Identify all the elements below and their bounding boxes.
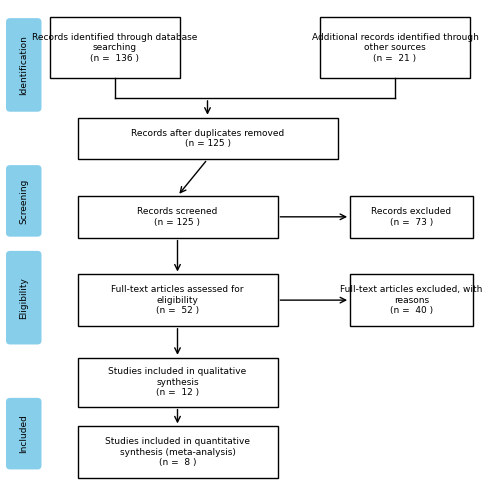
Text: Records identified through database
searching
(n =  136 ): Records identified through database sear…	[32, 33, 198, 63]
Text: Eligibility: Eligibility	[19, 277, 28, 318]
FancyBboxPatch shape	[6, 251, 42, 344]
Text: Additional records identified through
other sources
(n =  21 ): Additional records identified through ot…	[312, 33, 478, 63]
FancyBboxPatch shape	[6, 398, 42, 469]
Bar	[78, 358, 278, 407]
Text: Records after duplicates removed
(n = 125 ): Records after duplicates removed (n = 12…	[131, 129, 284, 148]
Bar	[350, 196, 472, 238]
Bar	[78, 426, 278, 478]
Text: Included: Included	[19, 414, 28, 453]
Text: Full-text articles excluded, with
reasons
(n =  40 ): Full-text articles excluded, with reason…	[340, 285, 482, 315]
Bar	[78, 274, 278, 326]
Bar	[320, 17, 470, 78]
Bar	[350, 274, 472, 326]
Text: Studies included in qualitative
synthesis
(n =  12 ): Studies included in qualitative synthesi…	[108, 368, 246, 397]
Text: Full-text articles assessed for
eligibility
(n =  52 ): Full-text articles assessed for eligibil…	[111, 285, 244, 315]
FancyBboxPatch shape	[6, 18, 42, 112]
Text: Screening: Screening	[19, 178, 28, 223]
Text: Records excluded
(n =  73 ): Records excluded (n = 73 )	[371, 207, 452, 226]
Bar	[50, 17, 180, 78]
Text: Identification: Identification	[19, 35, 28, 95]
Bar	[78, 118, 338, 159]
FancyBboxPatch shape	[6, 165, 42, 237]
Bar	[78, 196, 278, 238]
Text: Studies included in quantitative
synthesis (meta-analysis)
(n =  8 ): Studies included in quantitative synthes…	[105, 437, 250, 467]
Text: Records screened
(n = 125 ): Records screened (n = 125 )	[138, 207, 218, 226]
